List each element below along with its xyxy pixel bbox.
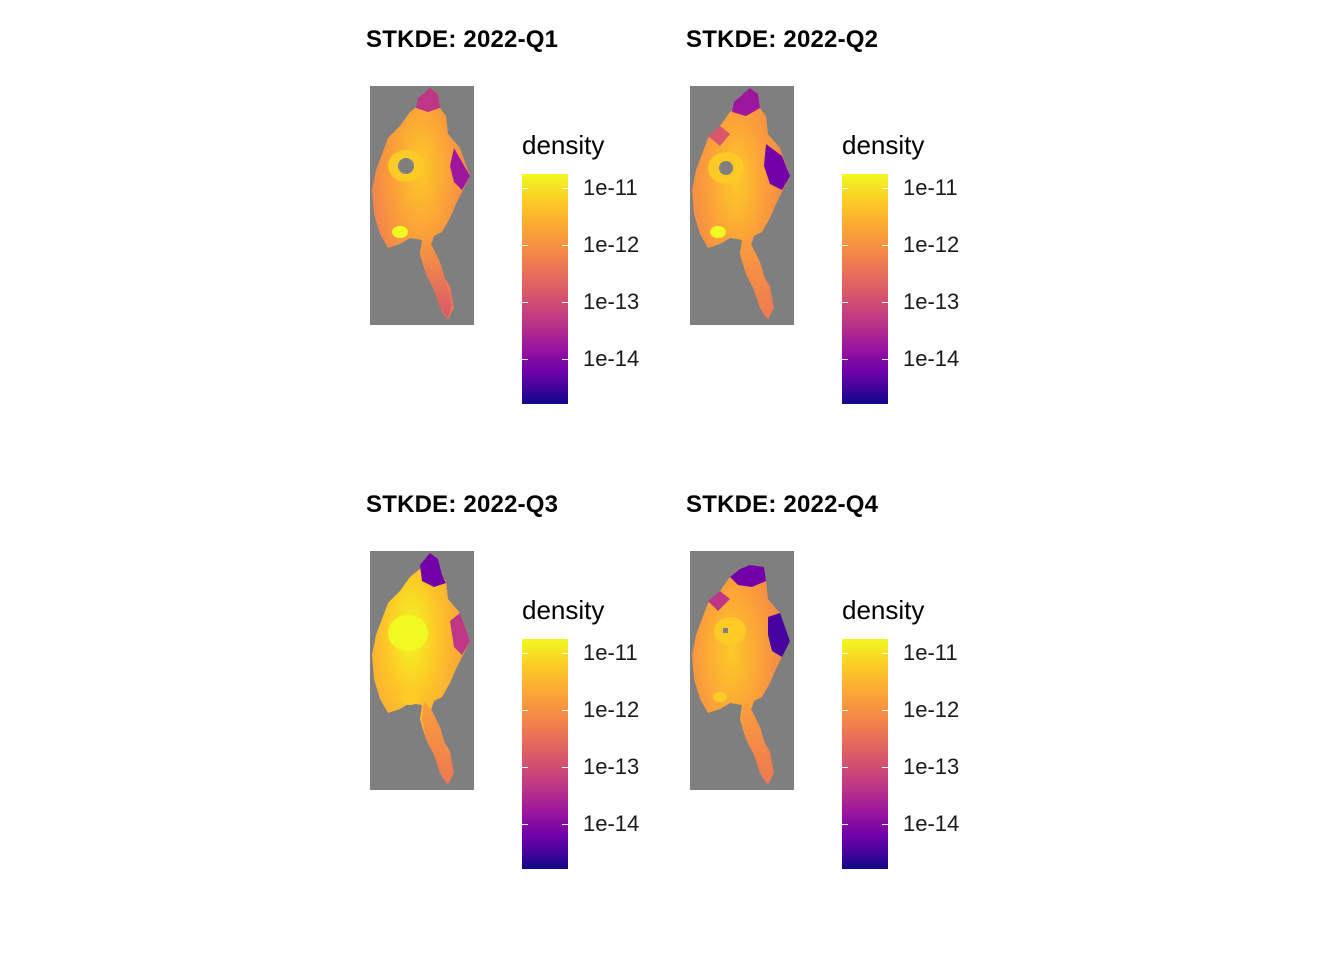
panel-title: STKDE: 2022-Q3 [366, 491, 559, 518]
tick-mark [882, 359, 888, 360]
tick-mark [522, 245, 528, 246]
tick-mark [562, 359, 568, 360]
density-map [690, 551, 794, 790]
tick-mark [522, 359, 528, 360]
legend-title: density [522, 595, 605, 625]
tick-label: 1e-14 [583, 346, 640, 371]
tick-label: 1e-12 [903, 697, 960, 722]
tick-mark [842, 359, 848, 360]
tick-label: 1e-13 [903, 754, 960, 779]
tick-mark [882, 710, 888, 711]
colorbar [522, 639, 568, 869]
legend-title: density [842, 130, 925, 160]
tick-mark [842, 302, 848, 303]
tick-mark [842, 767, 848, 768]
tick-mark [562, 824, 568, 825]
tick-mark [522, 710, 528, 711]
tick-label: 1e-14 [903, 346, 960, 371]
panel-q2: STKDE: 2022-Q2 density 1e [686, 0, 1006, 420]
tick-mark [522, 824, 528, 825]
country-shape [692, 88, 790, 320]
tick-mark [842, 653, 848, 654]
tick-mark [882, 767, 888, 768]
panel-q3: STKDE: 2022-Q3 density 1e-11 1e-12 [366, 465, 686, 885]
tick-label: 1e-14 [583, 811, 640, 836]
panel-q1: STKDE: 2022-Q1 density 1e-11 1 [366, 0, 686, 420]
tick-mark [562, 710, 568, 711]
tick-mark [522, 188, 528, 189]
tick-mark [562, 245, 568, 246]
tick-mark [842, 188, 848, 189]
legend-title: density [522, 130, 605, 160]
country-shape [372, 553, 470, 785]
tick-mark [882, 302, 888, 303]
density-map [370, 551, 474, 790]
tick-label: 1e-12 [903, 232, 960, 257]
tick-label: 1e-12 [583, 232, 640, 257]
density-map [370, 86, 474, 325]
country-shape [372, 88, 470, 320]
colorbar [842, 174, 888, 404]
panel-q4: STKDE: 2022-Q4 density 1e [686, 465, 1006, 885]
tick-label: 1e-11 [583, 175, 638, 200]
tick-label: 1e-13 [583, 289, 640, 314]
panel-title: STKDE: 2022-Q1 [366, 26, 559, 53]
tick-mark [562, 188, 568, 189]
tick-mark [882, 188, 888, 189]
tick-label: 1e-11 [903, 640, 958, 665]
tick-mark [842, 824, 848, 825]
tick-label: 1e-13 [903, 289, 960, 314]
tick-mark [562, 653, 568, 654]
legend-title: density [842, 595, 925, 625]
tick-mark [522, 302, 528, 303]
tick-label: 1e-13 [583, 754, 640, 779]
tick-mark [522, 653, 528, 654]
tick-mark [842, 710, 848, 711]
tick-label: 1e-14 [903, 811, 960, 836]
tick-label: 1e-12 [583, 697, 640, 722]
density-map [690, 86, 794, 325]
colorbar [842, 639, 888, 869]
panel-title: STKDE: 2022-Q2 [686, 26, 879, 53]
tick-mark [522, 767, 528, 768]
tick-mark [882, 653, 888, 654]
tick-mark [562, 302, 568, 303]
panel-title: STKDE: 2022-Q4 [686, 491, 879, 518]
tick-mark [882, 824, 888, 825]
tick-mark [562, 767, 568, 768]
colorbar [522, 174, 568, 404]
tick-mark [882, 245, 888, 246]
tick-label: 1e-11 [903, 175, 958, 200]
tick-mark [842, 245, 848, 246]
country-shape [692, 565, 790, 785]
tick-label: 1e-11 [583, 640, 638, 665]
